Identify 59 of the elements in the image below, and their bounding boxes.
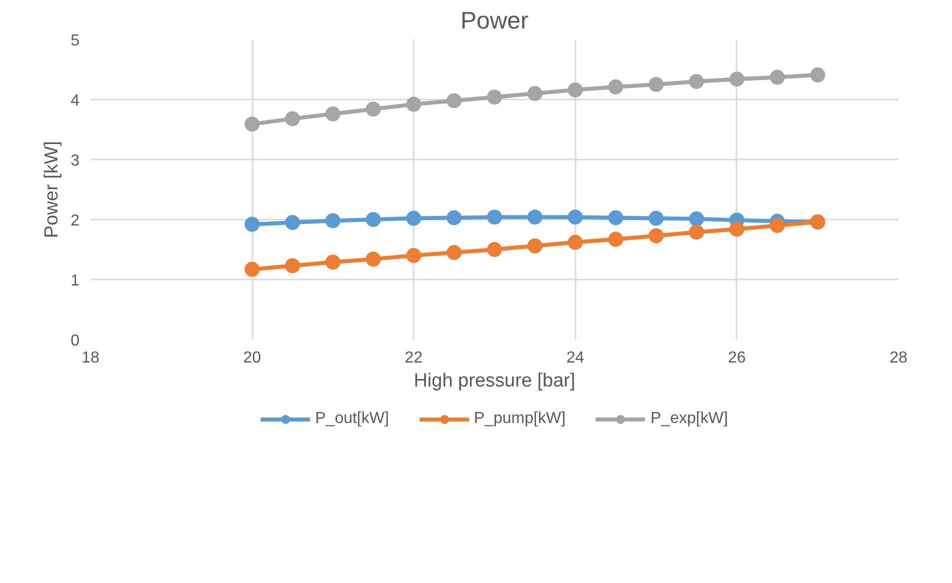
point [285, 258, 300, 274]
point [487, 242, 502, 257]
legend-label: P_pump[kW] [474, 410, 566, 428]
point [487, 90, 502, 105]
y-tick-label: 2 [70, 212, 80, 230]
point [770, 218, 785, 233]
x-tick-label: 24 [566, 350, 584, 366]
y-axis-title: Power [kW] [42, 140, 63, 238]
point [648, 77, 664, 92]
y-tick-label: 1 [70, 272, 80, 290]
point [487, 210, 502, 225]
point [729, 222, 744, 237]
point [366, 102, 381, 117]
x-tick-label: 20 [243, 350, 262, 366]
point [244, 216, 260, 232]
point [366, 252, 381, 267]
y-tick-label: 0 [70, 332, 80, 350]
point [810, 67, 826, 82]
point [325, 106, 340, 122]
point [285, 111, 300, 126]
point [770, 70, 785, 85]
point [568, 234, 583, 250]
point [689, 74, 704, 89]
point [244, 262, 260, 277]
y-tick-label: 4 [70, 92, 80, 110]
x-tick-label: 26 [728, 350, 746, 366]
legend-label: P_exp[kW] [650, 410, 728, 428]
point [366, 212, 381, 227]
point [406, 248, 422, 263]
point [325, 254, 340, 270]
point [729, 72, 744, 87]
x-tick-label: 28 [890, 350, 908, 366]
x-tick-label: 18 [82, 350, 100, 366]
point [285, 215, 300, 230]
point [406, 96, 422, 112]
legend-label: P_out[kW] [315, 410, 389, 428]
y-tick-label: 3 [70, 152, 80, 170]
point [446, 245, 462, 260]
point [689, 224, 704, 240]
point [648, 210, 664, 226]
x-tick-label: 22 [404, 350, 423, 366]
x-axis-title: High pressure [bar] [414, 370, 576, 392]
point [406, 210, 422, 226]
point [608, 79, 624, 94]
point [608, 210, 624, 226]
point [568, 82, 583, 98]
point [568, 210, 583, 225]
point [527, 86, 542, 101]
chart-title: Power [460, 8, 529, 34]
point [244, 116, 260, 132]
y-tick-label: 5 [70, 32, 80, 50]
point [527, 238, 542, 254]
point [608, 232, 624, 247]
point [446, 93, 462, 108]
point [325, 213, 340, 228]
point [689, 211, 704, 226]
point [527, 210, 542, 225]
point [648, 228, 664, 244]
point [446, 210, 462, 226]
